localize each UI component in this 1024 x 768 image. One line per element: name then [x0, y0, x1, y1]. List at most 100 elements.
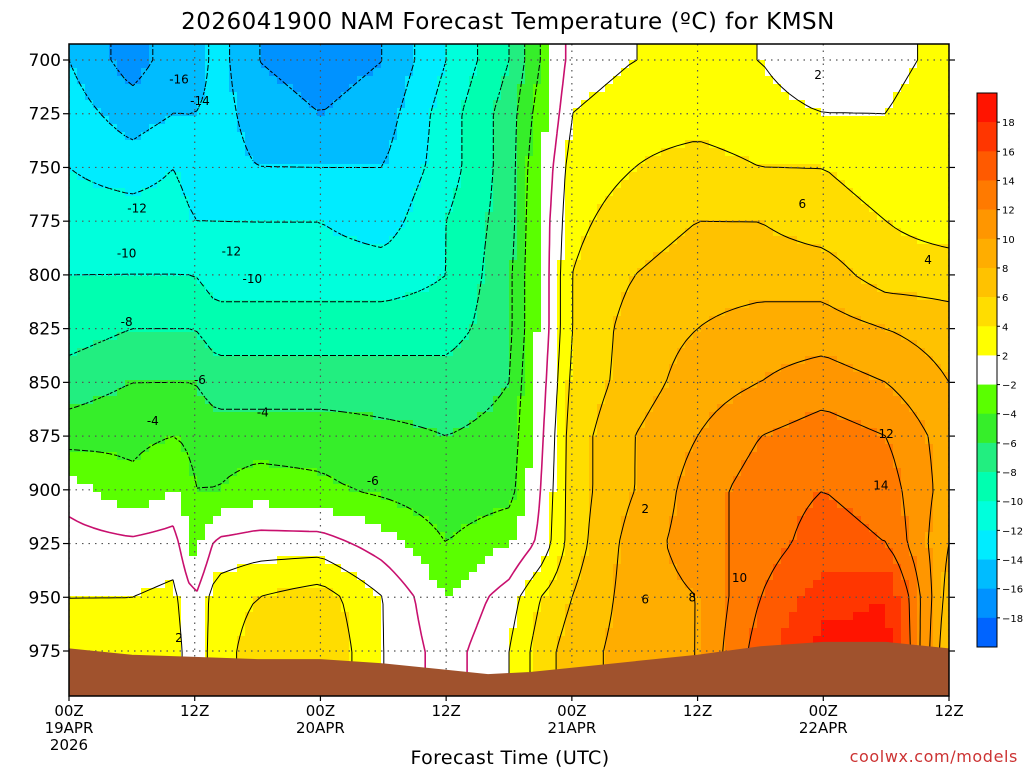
temperature-cell [453, 60, 462, 69]
temperature-cell [557, 220, 566, 229]
temperature-cell [557, 364, 566, 373]
temperature-cell [205, 116, 214, 125]
temperature-cell [245, 76, 254, 85]
temperature-cell [525, 164, 534, 173]
temperature-cell [397, 284, 406, 293]
temperature-cell [693, 332, 702, 341]
temperature-cell [805, 324, 814, 333]
temperature-cell [357, 140, 366, 149]
temperature-cell [893, 68, 902, 77]
temperature-cell [853, 204, 862, 213]
temperature-cell [925, 140, 934, 149]
temperature-cell [493, 108, 502, 117]
temperature-cell [389, 84, 398, 93]
temperature-cell [261, 276, 270, 285]
temperature-cell [645, 140, 654, 149]
temperature-cell [789, 244, 798, 253]
temperature-cell [325, 92, 334, 101]
temperature-cell [389, 108, 398, 117]
temperature-cell [309, 324, 318, 333]
temperature-cell [69, 116, 78, 125]
temperature-cell [429, 204, 438, 213]
temperature-cell [709, 236, 718, 245]
temperature-cell [149, 276, 158, 285]
temperature-cell [397, 252, 406, 261]
temperature-cell [269, 364, 278, 373]
temperature-cell [149, 332, 158, 341]
temperature-cell [397, 140, 406, 149]
temperature-cell [437, 188, 446, 197]
temperature-cell [413, 372, 422, 381]
temperature-cell [229, 100, 238, 109]
temperature-cell [405, 92, 414, 101]
temperature-cell [253, 300, 262, 309]
temperature-cell [125, 172, 134, 181]
temperature-cell [589, 308, 598, 317]
temperature-cell [245, 268, 254, 277]
temperature-cell [277, 284, 286, 293]
temperature-cell [237, 300, 246, 309]
temperature-cell [85, 308, 94, 317]
temperature-cell [533, 140, 542, 149]
temperature-cell [165, 108, 174, 117]
temperature-cell [85, 140, 94, 149]
temperature-cell [565, 52, 574, 61]
temperature-cell [469, 356, 478, 365]
temperature-cell [117, 164, 126, 173]
temperature-cell [85, 364, 94, 373]
temperature-cell [309, 388, 318, 397]
temperature-cell [573, 260, 582, 269]
temperature-cell [445, 364, 454, 373]
temperature-cell [877, 340, 886, 349]
temperature-cell [141, 228, 150, 237]
temperature-cell [405, 396, 414, 405]
temperature-cell [317, 332, 326, 341]
temperature-cell [181, 140, 190, 149]
temperature-cell [301, 44, 310, 53]
temperature-cell [525, 340, 534, 349]
temperature-cell [133, 68, 142, 77]
temperature-cell [933, 132, 942, 141]
temperature-cell [589, 148, 598, 157]
temperature-cell [893, 188, 902, 197]
temperature-cell [789, 228, 798, 237]
temperature-cell [85, 220, 94, 229]
temperature-cell [917, 220, 926, 229]
temperature-cell [669, 316, 678, 325]
temperature-cell [485, 348, 494, 357]
temperature-cell [405, 172, 414, 181]
temperature-cell [277, 180, 286, 189]
temperature-cell [445, 236, 454, 245]
temperature-cell [917, 388, 926, 397]
temperature-cell [469, 236, 478, 245]
temperature-cell [413, 84, 422, 93]
temperature-cell [653, 236, 662, 245]
temperature-cell [573, 300, 582, 309]
temperature-cell [413, 156, 422, 165]
temperature-cell [637, 284, 646, 293]
temperature-cell [197, 148, 206, 157]
temperature-cell [773, 284, 782, 293]
temperature-cell [69, 348, 78, 357]
temperature-cell [493, 236, 502, 245]
temperature-cell [133, 84, 142, 93]
temperature-cell [117, 308, 126, 317]
temperature-cell [421, 196, 430, 205]
temperature-cell [725, 324, 734, 333]
temperature-cell [781, 276, 790, 285]
temperature-cell [165, 60, 174, 69]
temperature-cell [869, 380, 878, 389]
temperature-cell [685, 76, 694, 85]
temperature-cell [701, 252, 710, 261]
temperature-cell [125, 164, 134, 173]
temperature-cell [613, 164, 622, 173]
temperature-cell [677, 260, 686, 269]
temperature-cell [405, 308, 414, 317]
temperature-cell [637, 172, 646, 181]
temperature-cell [805, 180, 814, 189]
temperature-cell [789, 188, 798, 197]
temperature-cell [213, 100, 222, 109]
temperature-cell [557, 316, 566, 325]
temperature-cell [157, 124, 166, 133]
temperature-cell [437, 396, 446, 405]
